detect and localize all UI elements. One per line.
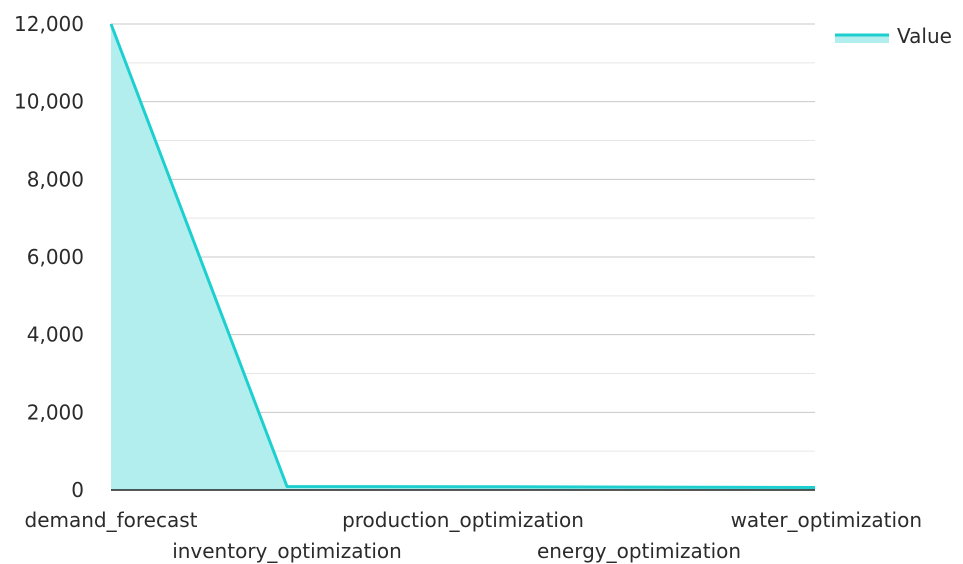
y-tick-label: 6,000: [27, 245, 84, 269]
y-tick-label: 10,000: [14, 90, 84, 114]
y-tick-label: 0: [71, 478, 84, 502]
y-tick-label: 4,000: [27, 323, 84, 347]
series-area-fill: [111, 24, 815, 490]
y-axis-tick-labels: 0 2,000 4,000 6,000 8,000 10,000 12,000: [14, 12, 84, 502]
legend: Value: [835, 24, 952, 48]
y-tick-label: 12,000: [14, 12, 84, 36]
series-line: [109, 23, 816, 489]
x-tick-label: demand_forecast: [25, 508, 198, 532]
legend-label-value: Value: [897, 24, 952, 48]
x-axis-tick-labels: demand_forecast inventory_optimization pro…: [25, 508, 923, 563]
x-tick-label: inventory_optimization: [172, 539, 402, 563]
y-tick-label: 2,000: [27, 400, 84, 424]
x-tick-label: production_optimization: [342, 508, 584, 532]
y-tick-label: 8,000: [27, 167, 84, 191]
x-tick-label: water_optimization: [731, 508, 922, 532]
legend-swatch-fill: [835, 35, 889, 43]
x-tick-label: energy_optimization: [537, 539, 741, 563]
